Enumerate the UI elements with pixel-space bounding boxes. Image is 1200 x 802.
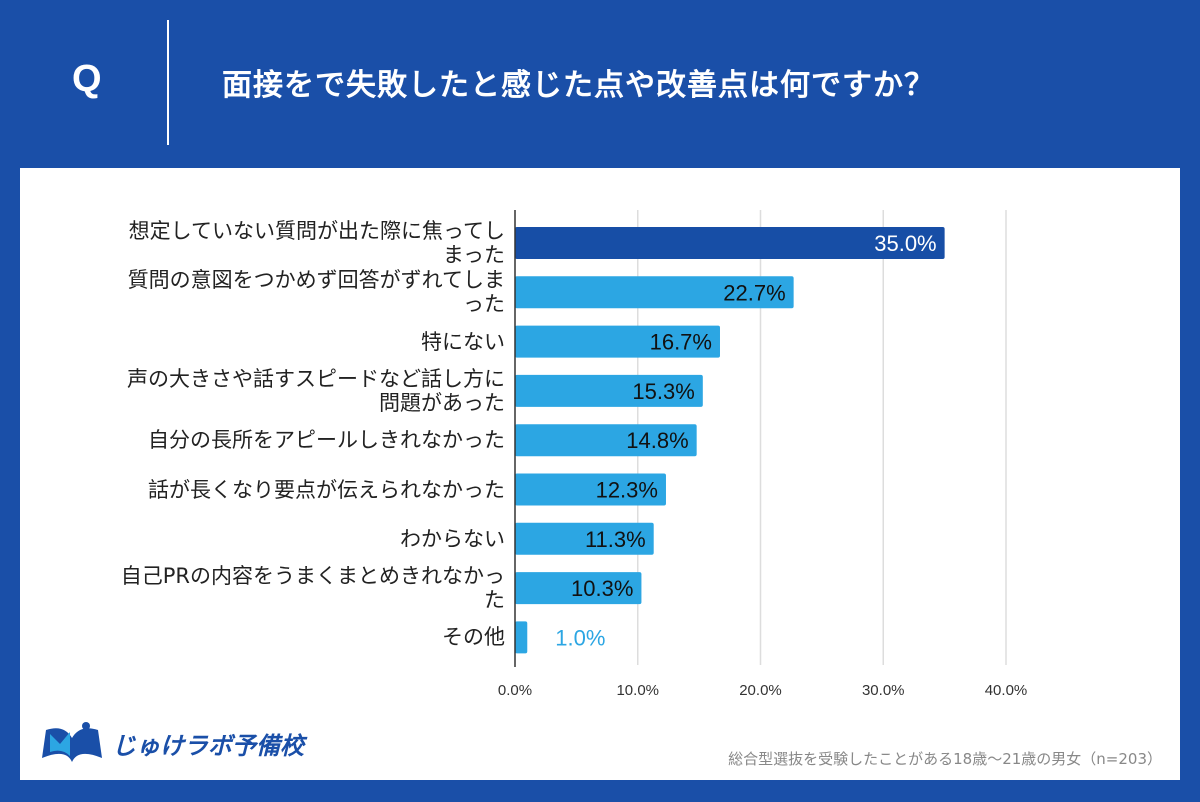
category-label: 話が長くなり要点が伝えられなかった bbox=[148, 477, 505, 502]
data-label: 12.3% bbox=[596, 478, 658, 503]
logo-text: じゅけラボ予備校 bbox=[112, 731, 304, 760]
bar bbox=[515, 374, 703, 407]
data-label: 10.3% bbox=[571, 576, 633, 601]
data-label: 11.3% bbox=[585, 527, 646, 552]
category-label: 自己PRの内容をうまくまとめきれなかった bbox=[120, 564, 505, 613]
bar bbox=[515, 276, 794, 309]
category-label: その他 bbox=[442, 625, 505, 650]
data-label: 35.0% bbox=[874, 231, 936, 256]
category-label: わからない bbox=[400, 526, 505, 551]
category-label: 想定していない質問が出た際に焦ってしまった bbox=[128, 219, 505, 267]
category-label: 自分の長所をアピールしきれなかった bbox=[148, 428, 505, 453]
q-label: Q bbox=[72, 58, 102, 100]
book-logo-icon bbox=[42, 722, 102, 762]
data-label: 14.8% bbox=[626, 428, 688, 453]
sample-note: 総合型選抜を受験したことがある18歳～21歳の男女（n=203） bbox=[728, 750, 1162, 768]
data-label: 22.7% bbox=[723, 280, 785, 305]
bar bbox=[515, 325, 720, 358]
x-tick-label: 30.0% bbox=[862, 682, 905, 699]
data-label: 16.7% bbox=[650, 330, 712, 355]
category-label: 質問の意図をつかめず回答がずれてしまった bbox=[127, 268, 505, 317]
x-tick-label: 20.0% bbox=[739, 682, 782, 699]
bar bbox=[515, 621, 528, 654]
bar bbox=[515, 227, 945, 259]
question-title: 面接をで失敗したと感じた点や改善点は何ですか？ bbox=[222, 68, 935, 103]
header-divider bbox=[167, 20, 169, 145]
bar bbox=[515, 473, 666, 506]
data-label: 15.3% bbox=[632, 379, 694, 404]
category-label: 特にない bbox=[421, 329, 505, 354]
data-label: 1.0% bbox=[555, 625, 605, 650]
bar bbox=[515, 522, 654, 555]
x-tick-label: 0.0% bbox=[498, 682, 532, 699]
x-tick-label: 10.0% bbox=[616, 682, 659, 699]
x-tick-label: 40.0% bbox=[985, 682, 1028, 699]
bar bbox=[515, 424, 697, 457]
category-label: 声の大きさや話すスピードなど話し方に問題があった bbox=[127, 366, 505, 415]
bar bbox=[515, 572, 642, 605]
logo: じゅけラボ予備校 bbox=[36, 718, 304, 768]
